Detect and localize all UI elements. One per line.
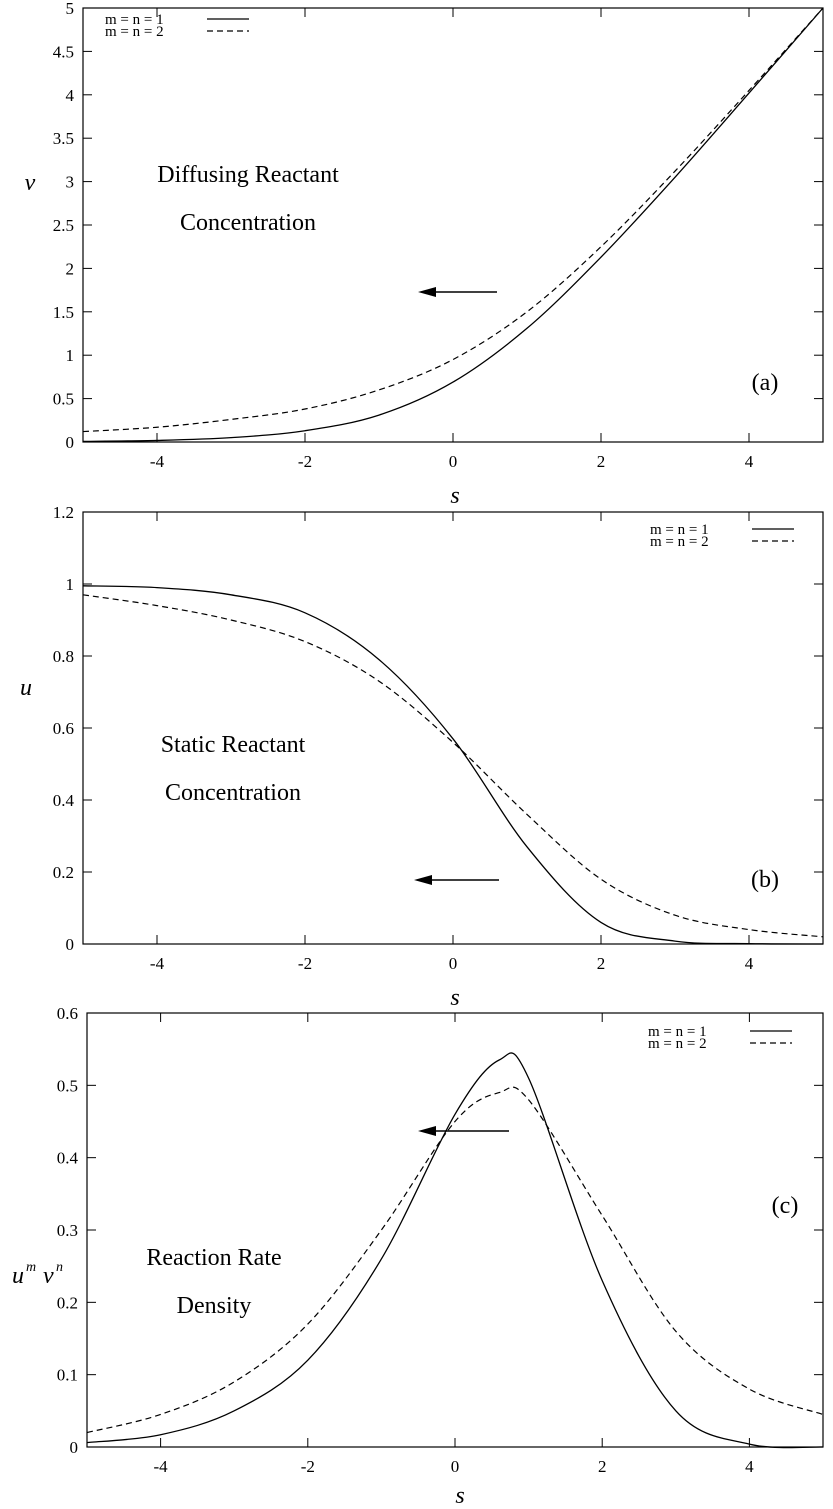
annotation-text: Density [177, 1293, 252, 1319]
y-tick-label: 1.5 [53, 303, 74, 322]
arrow-head [418, 1126, 436, 1136]
x-tick-label: 2 [598, 1457, 607, 1476]
y-tick-label: 0.4 [53, 791, 75, 810]
y-tick-label: 0.2 [53, 863, 74, 882]
y-tick-label: 3 [66, 173, 75, 192]
y-tick-label: 4.5 [53, 42, 74, 61]
y-axis-label-exponent: m [26, 1260, 36, 1275]
y-tick-label: 0 [70, 1438, 79, 1457]
y-tick-label: 0.6 [57, 1004, 78, 1023]
y-tick-label: 0.3 [57, 1221, 78, 1240]
legend: m = n = 1m = n = 2 [648, 1024, 792, 1052]
x-tick-label: 4 [745, 452, 754, 471]
y-tick-label: 0 [66, 433, 75, 452]
series-line [86, 1086, 824, 1434]
y-axis-label-exponent: n [56, 1260, 63, 1275]
y-tick-label: 0.8 [53, 647, 74, 666]
y-tick-label: 1 [66, 575, 75, 594]
legend: m = n = 1m = n = 2 [105, 12, 249, 40]
x-tick-label: 4 [745, 954, 754, 973]
annotation-text: Diffusing Reactant [157, 162, 339, 188]
y-tick-label: 2 [66, 259, 75, 278]
x-axis-label: s [450, 985, 459, 1011]
y-tick-label: 5 [66, 0, 75, 18]
y-tick-label: 2.5 [53, 216, 74, 235]
x-tick-label: 0 [449, 452, 458, 471]
plot-frame [86, 1012, 824, 1448]
legend-label: m = n = 2 [650, 534, 709, 550]
x-tick-label: -4 [150, 954, 165, 973]
annotation-text: Concentration [165, 780, 301, 806]
y-tick-label: 0 [66, 935, 75, 954]
x-tick-label: 4 [745, 1457, 754, 1476]
panel-label: (c) [772, 1193, 799, 1219]
plot-frame [82, 511, 824, 945]
legend-label: m = n = 1 [648, 1024, 707, 1040]
y-axis-label-base: u [12, 1263, 24, 1289]
x-tick-label: -2 [298, 954, 312, 973]
legend-label: m = n = 2 [105, 24, 164, 40]
y-axis-label: v [25, 170, 36, 196]
annotation-text: Static Reactant [161, 732, 306, 758]
y-tick-label: 0.1 [57, 1366, 78, 1385]
chart-panel: 0 0.1 0.2 0.3 0.4 0.5 0.6 -4 -2 0 2 4 m = n = 1m = n… [12, 1004, 824, 1509]
y-tick-label: 0.4 [57, 1149, 79, 1168]
y-axis-label: u [20, 675, 32, 701]
x-axis-label: s [455, 1483, 464, 1509]
y-tick-label: 1.2 [53, 503, 74, 522]
series-line [82, 7, 824, 443]
y-tick-label: 1 [66, 346, 75, 365]
annotation-text: Reaction Rate [146, 1245, 281, 1271]
legend-label: m = n = 1 [105, 12, 164, 28]
chart-panel: 0 0.5 1 1.5 2 2.5 3 3.5 4 4.5 5 -4 -2 0 2 4 m = n = 1m =… [25, 0, 824, 509]
y-tick-label: 0.5 [57, 1076, 78, 1095]
y-tick-label: 4 [66, 86, 75, 105]
x-tick-label: -4 [154, 1457, 169, 1476]
legend-label: m = n = 2 [648, 1036, 707, 1052]
x-tick-label: 0 [451, 1457, 460, 1476]
x-axis-label: s [450, 483, 459, 509]
series-line [82, 7, 824, 433]
arrow-head [414, 875, 432, 885]
x-tick-label: 0 [449, 954, 458, 973]
arrow-head [418, 287, 436, 297]
series-line [82, 594, 824, 938]
x-tick-label: -2 [298, 452, 312, 471]
y-tick-label: 0.6 [53, 719, 74, 738]
x-tick-label: -2 [301, 1457, 315, 1476]
x-tick-label: 2 [597, 452, 606, 471]
y-tick-label: 0.2 [57, 1293, 78, 1312]
x-tick-label: 2 [597, 954, 606, 973]
legend-label: m = n = 1 [650, 522, 709, 538]
chart-panel: 0 0.2 0.4 0.6 0.8 1 1.2 -4 -2 0 2 4 m = n = 1m = n =… [20, 503, 824, 1011]
y-tick-label: 3.5 [53, 129, 74, 148]
legend: m = n = 1m = n = 2 [650, 522, 794, 550]
panel-label: (b) [751, 867, 779, 893]
y-axis-label-base: v [43, 1263, 54, 1289]
series-line [82, 585, 824, 945]
panel-label: (a) [752, 370, 779, 396]
annotation-text: Concentration [180, 210, 316, 236]
x-tick-label: -4 [150, 452, 165, 471]
y-tick-label: 0.5 [53, 390, 74, 409]
series-line [86, 1052, 824, 1449]
